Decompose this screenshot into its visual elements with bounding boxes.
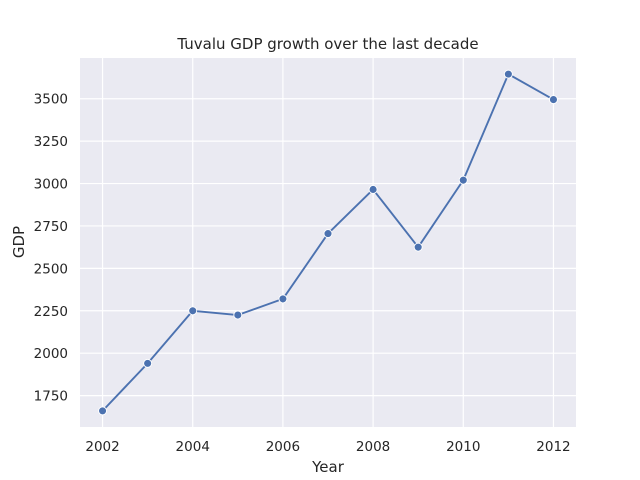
x-tick-label: 2006: [266, 439, 300, 455]
series-points-layer: [98, 69, 558, 416]
data-point: [233, 310, 243, 320]
y-tick-labels: 1750 2000 2250 2500 2750 3000 3250 3500: [34, 92, 68, 405]
x-tick-label: 2008: [356, 439, 390, 455]
x-tick-label: 2004: [176, 439, 210, 455]
x-tick-label: 2002: [85, 439, 119, 455]
data-point: [323, 229, 333, 239]
x-axis-label: Year: [311, 458, 345, 476]
x-tick-label: 2010: [446, 439, 480, 455]
y-tick-label: 3000: [34, 177, 68, 193]
data-point: [368, 185, 378, 194]
data-point: [549, 95, 558, 105]
grid-lines: [80, 58, 576, 427]
data-point: [503, 69, 513, 79]
data-point: [98, 406, 107, 416]
y-tick-label: 2000: [34, 346, 68, 362]
y-tick-label: 3250: [34, 134, 68, 150]
chart-title: Tuvalu GDP growth over the last decade: [176, 35, 478, 53]
y-tick-label: 2250: [34, 304, 68, 320]
y-tick-label: 2500: [34, 261, 68, 277]
data-point: [458, 175, 468, 185]
x-tick-labels: 2002 2004 2006 2008 2010 2012: [85, 439, 570, 455]
data-point: [143, 358, 153, 368]
y-tick-label: 3500: [34, 92, 68, 108]
data-point: [188, 306, 198, 316]
y-tick-label: 1750: [34, 389, 68, 405]
y-tick-label: 2750: [34, 219, 68, 235]
data-point: [278, 294, 288, 304]
x-tick-label: 2012: [536, 439, 570, 455]
y-axis-label: GDP: [10, 226, 28, 258]
data-point: [413, 242, 423, 252]
plot-background: [80, 58, 576, 427]
